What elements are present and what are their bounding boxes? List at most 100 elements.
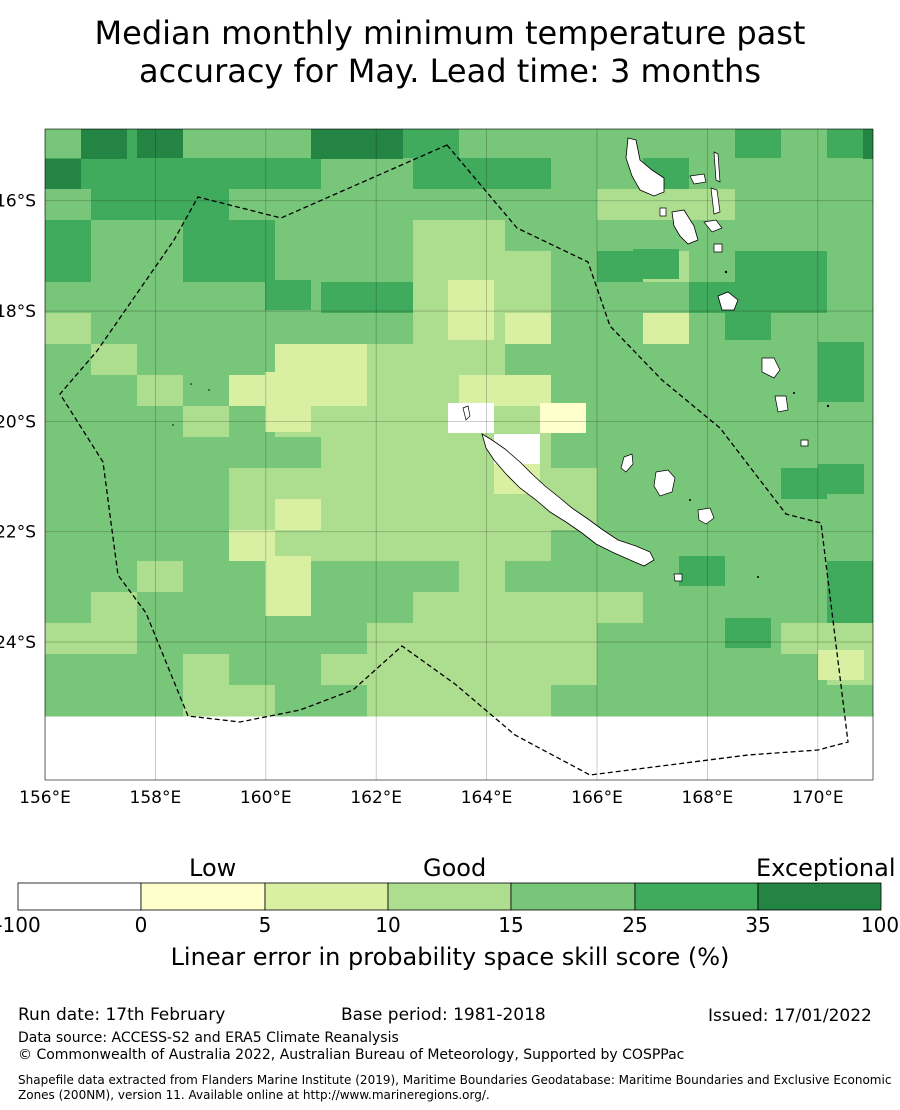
skill-cell [827,592,873,624]
skill-cell [321,375,368,407]
skill-cell [551,654,598,686]
isle-of-pines [673,573,683,582]
skill-cell [735,468,782,500]
skill-cell [229,251,276,283]
skill-cell [873,282,900,314]
skill-cell [597,313,644,345]
skill-cell [643,313,690,345]
longitude-tick-label: 162°E [350,788,402,808]
skill-cell [873,127,900,159]
skill-cell [321,189,368,221]
skill-cell [137,129,184,159]
skill-cell [689,375,736,407]
skill-cell [91,561,138,593]
skill-cell [367,530,414,562]
skill-cell [505,592,552,624]
longitude-tick-label: 170°E [792,788,844,808]
skill-cell [597,406,644,438]
skill-cell [597,499,644,531]
aneityum-island [800,439,809,447]
colorbar [17,882,882,911]
small-islet-e [826,404,830,408]
skill-cell [183,189,230,221]
skill-cell [321,623,368,655]
skill-cell [735,220,782,252]
skill-cell [551,468,598,500]
skill-cell [735,530,782,562]
skill-cell [229,654,276,686]
run-date: Run date: 17th February [18,1005,226,1025]
skill-cell [45,220,92,252]
skill-cell [413,592,460,624]
skill-grid [45,127,900,717]
skill-cell [367,189,414,221]
skill-cell [827,406,873,438]
skill-cell [183,282,230,314]
land-outlines [172,137,830,582]
ouvea-island [620,453,634,473]
skill-cell [827,313,873,345]
skill-cell [321,530,368,562]
skill-cell [551,685,598,717]
skill-cell [873,499,900,531]
skill-cell [367,313,414,345]
skill-cell [413,375,460,407]
skill-cell [597,282,644,314]
skill-cell [551,220,598,252]
colorbar-swatch [387,882,512,911]
skill-cell [275,251,322,283]
skill-cell [229,437,276,469]
skill-cell [781,561,828,593]
skill-cell [459,592,506,624]
skill-cell [735,685,782,717]
skill-cell [643,129,690,159]
skill-cell [137,623,184,655]
copyright: © Commonwealth of Australia 2022, Austra… [18,1047,685,1063]
latitude-tick-label: 24°S [0,633,36,653]
title-line-2: accuracy for May. Lead time: 3 months [138,52,761,90]
skill-cell [459,654,506,686]
skill-cell [413,189,460,221]
skill-cell [413,685,460,717]
skill-cell [781,282,828,314]
skill-cell [321,468,368,500]
skill-cell [781,220,828,252]
skill-cell [321,220,368,252]
skill-cell [367,561,414,593]
skill-cell [183,158,230,190]
skill-cell [137,592,184,624]
skill-cell [689,437,736,469]
skill-cell [367,220,414,252]
skill-cell [413,499,460,531]
longitude-tick-label: 164°E [461,788,513,808]
colorbar-tick: -100 [0,913,41,937]
epi-island [713,243,723,253]
skill-cell [505,530,552,562]
latitude-tick-label: 16°S [0,192,36,212]
colorbar-tick: 0 [134,913,148,937]
skill-cell [275,437,322,469]
skill-cell [505,251,552,283]
skill-cell [735,158,782,190]
colorbar-tick: 25 [622,913,648,937]
skill-cell [137,251,184,283]
skill-cell [229,189,276,221]
skill-cell [827,530,873,562]
skill-cell [873,375,900,407]
skill-cell [735,129,782,159]
skill-cell [873,251,900,283]
banks-islands [689,173,707,185]
skill-cell [725,618,771,648]
skill-cell [321,592,368,624]
skill-cell [91,282,138,314]
latitude-tick-label: 20°S [0,412,36,432]
skill-cell [183,499,230,531]
skill-cell [183,220,230,252]
skill-cell [137,468,184,500]
skill-cell [45,592,92,624]
skill-cell [413,251,460,283]
skill-cell [643,282,690,314]
new-caledonia-island [481,433,655,567]
skill-cell [321,344,368,376]
skill-cell [45,189,92,221]
